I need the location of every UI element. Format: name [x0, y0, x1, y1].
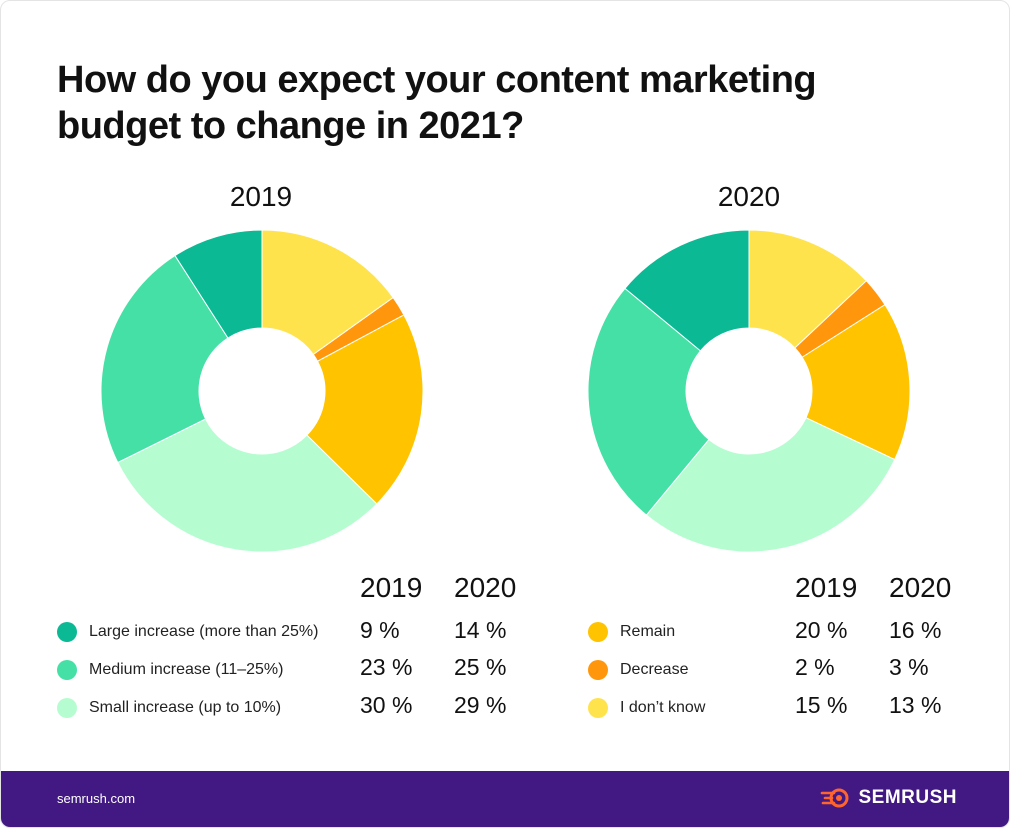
semrush-logo-icon	[821, 788, 849, 808]
donut-slice-2020-3	[801, 304, 911, 461]
legend-label: Medium increase (11–25%)	[89, 661, 284, 678]
legend-header-2020: 2020	[454, 572, 517, 603]
legend-value-2019: 30 %	[360, 692, 413, 718]
legend-item: I don’t know	[588, 693, 705, 723]
legend-value-2020: 29 %	[454, 692, 507, 718]
legend-value-2019: 9 %	[360, 617, 400, 643]
page-title: How do you expect your content marketing…	[57, 59, 817, 147]
legend-swatch	[57, 698, 77, 718]
legend-label: Remain	[620, 623, 676, 640]
donut-slice-2020-2	[645, 417, 896, 553]
legend-header-2019: 2019	[360, 572, 423, 603]
donut-slice-2019-2	[117, 418, 378, 553]
site-link[interactable]: semrush.com	[57, 791, 136, 806]
legend-value-2019: 2 %	[795, 654, 835, 680]
donut-slice-2020-0	[624, 229, 750, 352]
legend-label: I don’t know	[620, 699, 706, 716]
chart-title-2020: 2020	[717, 181, 781, 212]
legend-label: Small increase (up to 10%)	[89, 699, 282, 716]
legend-swatch	[57, 660, 77, 680]
legend-swatch	[57, 622, 77, 642]
legend-value-2019: 23 %	[360, 654, 413, 680]
legend-value-2020: 25 %	[454, 654, 507, 680]
legend-value-2019: 20 %	[795, 617, 848, 643]
brand-logo: SEMRUSH	[820, 787, 957, 809]
legend-swatch	[588, 698, 608, 718]
donut-chart-2020	[587, 229, 911, 553]
legend-item: Medium increase (11–25%)	[57, 655, 283, 685]
legend-item: Remain	[588, 617, 675, 647]
footer-bar: semrush.com SEMRUSH	[1, 771, 1009, 827]
legend-item: Small increase (up to 10%)	[57, 693, 281, 723]
legend-swatch	[588, 622, 608, 642]
legend-item: Large increase (more than 25%)	[57, 617, 318, 647]
legend-label: Decrease	[620, 661, 689, 678]
chart-title-2019: 2019	[229, 181, 293, 212]
legend-value-2020: 3 %	[889, 654, 929, 680]
legend-value-2020: 16 %	[889, 617, 942, 643]
legend-value-2020: 13 %	[889, 692, 942, 718]
legend-header-2020: 2020	[889, 572, 952, 603]
legend-value-2019: 15 %	[795, 692, 848, 718]
donut-slice-2020-5	[748, 229, 868, 349]
legend-swatch	[588, 660, 608, 680]
legend-label: Large increase (more than 25%)	[89, 623, 319, 640]
brand-name: SEMRUSH	[858, 787, 957, 808]
donut-slice-2020-1	[587, 287, 710, 516]
donut-slice-2019-3	[306, 314, 424, 505]
legend-value-2020: 14 %	[454, 617, 507, 643]
donut-slice-2019-0	[174, 229, 263, 339]
donut-slice-2019-5	[261, 229, 394, 356]
legend-item: Decrease	[588, 655, 688, 685]
donut-slice-2019-1	[100, 254, 229, 464]
donut-chart-2019	[100, 229, 424, 553]
legend-header-2019: 2019	[795, 572, 858, 603]
